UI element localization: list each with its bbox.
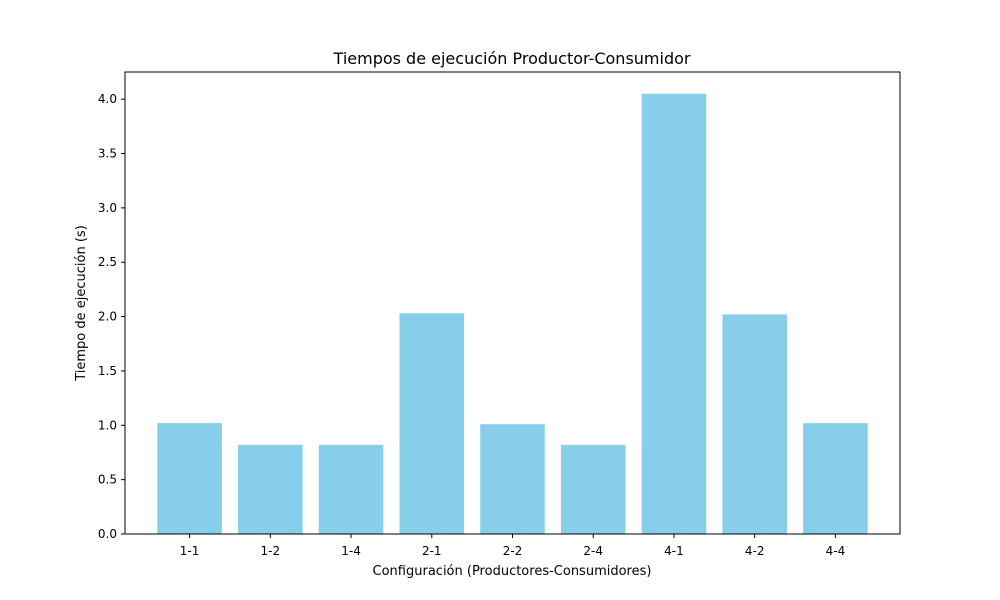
x-tick-label: 4-1 [664,544,684,558]
y-tick-label: 4.0 [98,92,117,106]
bar-1-4 [318,444,384,534]
bar-2-2 [480,424,545,534]
bar-4-4 [803,423,868,534]
y-tick-label: 0.0 [98,527,117,541]
x-tick-label: 1-2 [261,544,281,558]
y-tick-label: 2.0 [98,310,117,324]
bars-group [157,93,868,534]
bar-2-1 [399,313,465,534]
x-tick-label: 1-4 [341,544,361,558]
bar-4-1 [641,93,707,534]
y-tick-label: 0.5 [98,473,117,487]
x-tick-label: 2-1 [422,544,442,558]
y-tick-label: 3.5 [98,147,117,161]
y-axis-label: Tiempo de ejecución (s) [74,225,89,382]
x-tick-label: 2-4 [583,544,603,558]
bar-4-2 [722,314,787,534]
y-tick-label: 1.5 [98,364,117,378]
x-tick-label: 4-2 [745,544,765,558]
y-axis-ticks: 0.0 0.5 1.0 1.5 2.0 2.5 3.0 3.5 4.0 [98,92,125,541]
y-tick-label: 2.5 [98,255,117,269]
bar-2-4 [560,444,626,534]
x-tick-label: 4-4 [826,544,846,558]
plot-frame [124,71,901,535]
y-tick-label: 3.0 [98,201,117,215]
x-axis-ticks: 1-1 1-2 1-4 2-1 2-2 2-4 4-1 4-2 4-4 [180,534,845,558]
x-tick-label: 2-2 [503,544,523,558]
chart-title: Tiempos de ejecución Productor-Consumido… [333,49,691,68]
bar-1-2 [238,444,303,534]
bar-1-1 [157,423,222,534]
x-axis-label: Configuración (Productores-Consumidores) [373,564,652,579]
x-tick-label: 1-1 [180,544,200,558]
y-tick-label: 1.0 [98,418,117,432]
